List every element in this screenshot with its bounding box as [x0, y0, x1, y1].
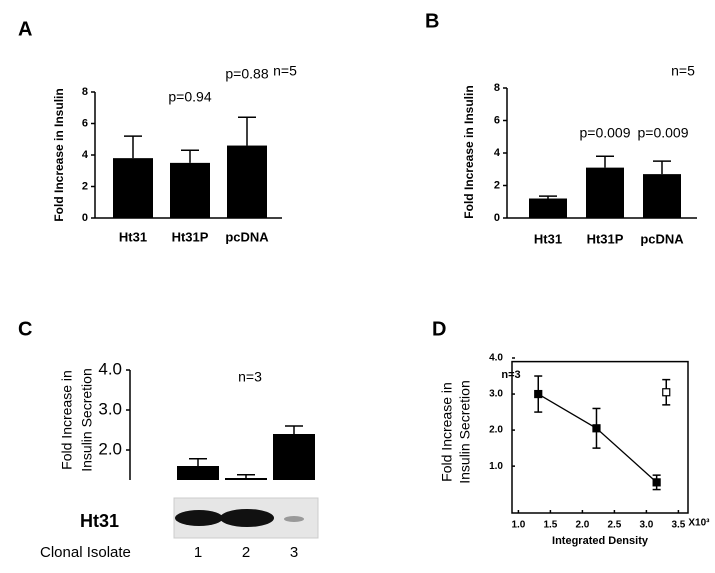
y-axis-label: Fold Increase in Insulin: [52, 88, 66, 221]
annotation: p=0.009: [638, 125, 689, 141]
x-axis-label: Integrated Density: [552, 535, 649, 547]
y-tick-label: 8: [82, 86, 88, 98]
x-tick-label: 1.5: [543, 520, 557, 531]
annotation: p=0.94: [168, 89, 211, 105]
x-tick-label: 2: [242, 544, 250, 561]
annotation: p=0.009: [580, 125, 631, 141]
bar: [170, 162, 210, 218]
panel-label: B: [425, 10, 439, 32]
panel-label: D: [432, 318, 446, 340]
y-tick-label: 4: [82, 149, 89, 161]
y-axis-label: Fold Increase in: [59, 370, 75, 470]
x-tick-label: 3.0: [639, 520, 653, 531]
blot: [173, 497, 319, 539]
x-tick-label: 3.5: [671, 520, 685, 531]
y-tick-label: 2: [494, 179, 500, 191]
x-tick-label: 1: [194, 544, 202, 561]
panel-label: A: [18, 18, 32, 40]
x-axis-label: Clonal Isolate: [40, 544, 131, 561]
blot-label: Ht31: [80, 511, 119, 531]
annotation: p=0.88: [225, 66, 268, 82]
panel-label: C: [18, 318, 32, 340]
x-tick-label: Ht31: [119, 229, 147, 244]
bar: [225, 478, 267, 480]
x-tick-label: Ht31P: [172, 229, 209, 244]
y-tick-label: 4.0: [98, 359, 122, 378]
x-tick-label: Ht31P: [587, 231, 624, 246]
y-tick-label: 3.0: [98, 399, 122, 418]
bar: [586, 167, 624, 218]
bar: [643, 174, 681, 218]
x-tick-label: pcDNA: [225, 229, 269, 244]
x-tick-label: 2.0: [575, 520, 589, 531]
y-tick-label: 2.0: [489, 425, 503, 436]
y-axis-label: Insulin Secretion: [457, 380, 473, 484]
bar: [113, 158, 153, 218]
bar: [177, 466, 219, 480]
y-tick-label: 0: [494, 212, 500, 224]
series-line: [537, 393, 658, 483]
x-tick-label: 2.5: [607, 520, 621, 531]
plot-frame: [511, 360, 689, 514]
y-tick-label: 2: [82, 180, 88, 192]
y-tick-label: 2.0: [98, 439, 122, 458]
y-tick-label: 3.0: [489, 389, 503, 400]
x-tick-label: Ht31: [534, 231, 562, 246]
x-tick-label: 1.0: [511, 520, 525, 531]
point: [652, 478, 661, 487]
point: [662, 388, 671, 397]
y-tick-label: 1.0: [489, 461, 503, 472]
x-tick-label: 3: [290, 544, 298, 561]
y-tick-label: 6: [494, 114, 500, 126]
bar: [273, 434, 315, 480]
y-tick-label: 0: [82, 212, 88, 224]
x-multiplier: X10³: [688, 518, 710, 529]
annotation: n=3: [501, 369, 520, 381]
bar: [227, 145, 267, 218]
annotation: n=3: [238, 369, 262, 385]
point: [592, 424, 601, 433]
y-axis-label: Insulin Secretion: [79, 368, 95, 472]
x-tick-label: pcDNA: [640, 231, 684, 246]
y-tick-label: 6: [82, 117, 88, 129]
y-tick-label: 8: [494, 82, 500, 94]
y-tick-label: 4: [494, 147, 501, 159]
point: [534, 389, 543, 399]
annotation: n=5: [671, 63, 695, 79]
y-tick-label: 4.0: [489, 353, 503, 364]
annotation: n=5: [273, 63, 297, 79]
y-axis-label: Fold Increase in: [439, 382, 455, 482]
bar: [529, 198, 567, 218]
y-axis-label: Fold Increase in Insulin: [462, 85, 476, 218]
